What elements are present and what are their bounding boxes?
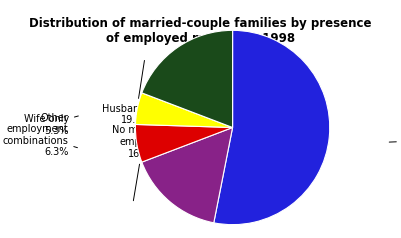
Wedge shape xyxy=(142,128,233,223)
Text: Wife only
5.3%: Wife only 5.3% xyxy=(24,114,78,136)
Text: Distribution of married-couple families by presence
of employed members, 1998: Distribution of married-couple families … xyxy=(29,17,372,45)
Wedge shape xyxy=(136,93,233,128)
Wedge shape xyxy=(214,30,330,225)
Text: Husband and wife
employed
53.1%: Husband and wife employed 53.1% xyxy=(389,123,401,156)
Text: No members
employed
16.1%: No members employed 16.1% xyxy=(112,125,174,201)
Wedge shape xyxy=(142,30,233,128)
Text: Husband only
19.2%: Husband only 19.2% xyxy=(102,60,170,125)
Wedge shape xyxy=(136,124,233,162)
Text: Other
employment
combinations
6.3%: Other employment combinations 6.3% xyxy=(2,113,77,157)
